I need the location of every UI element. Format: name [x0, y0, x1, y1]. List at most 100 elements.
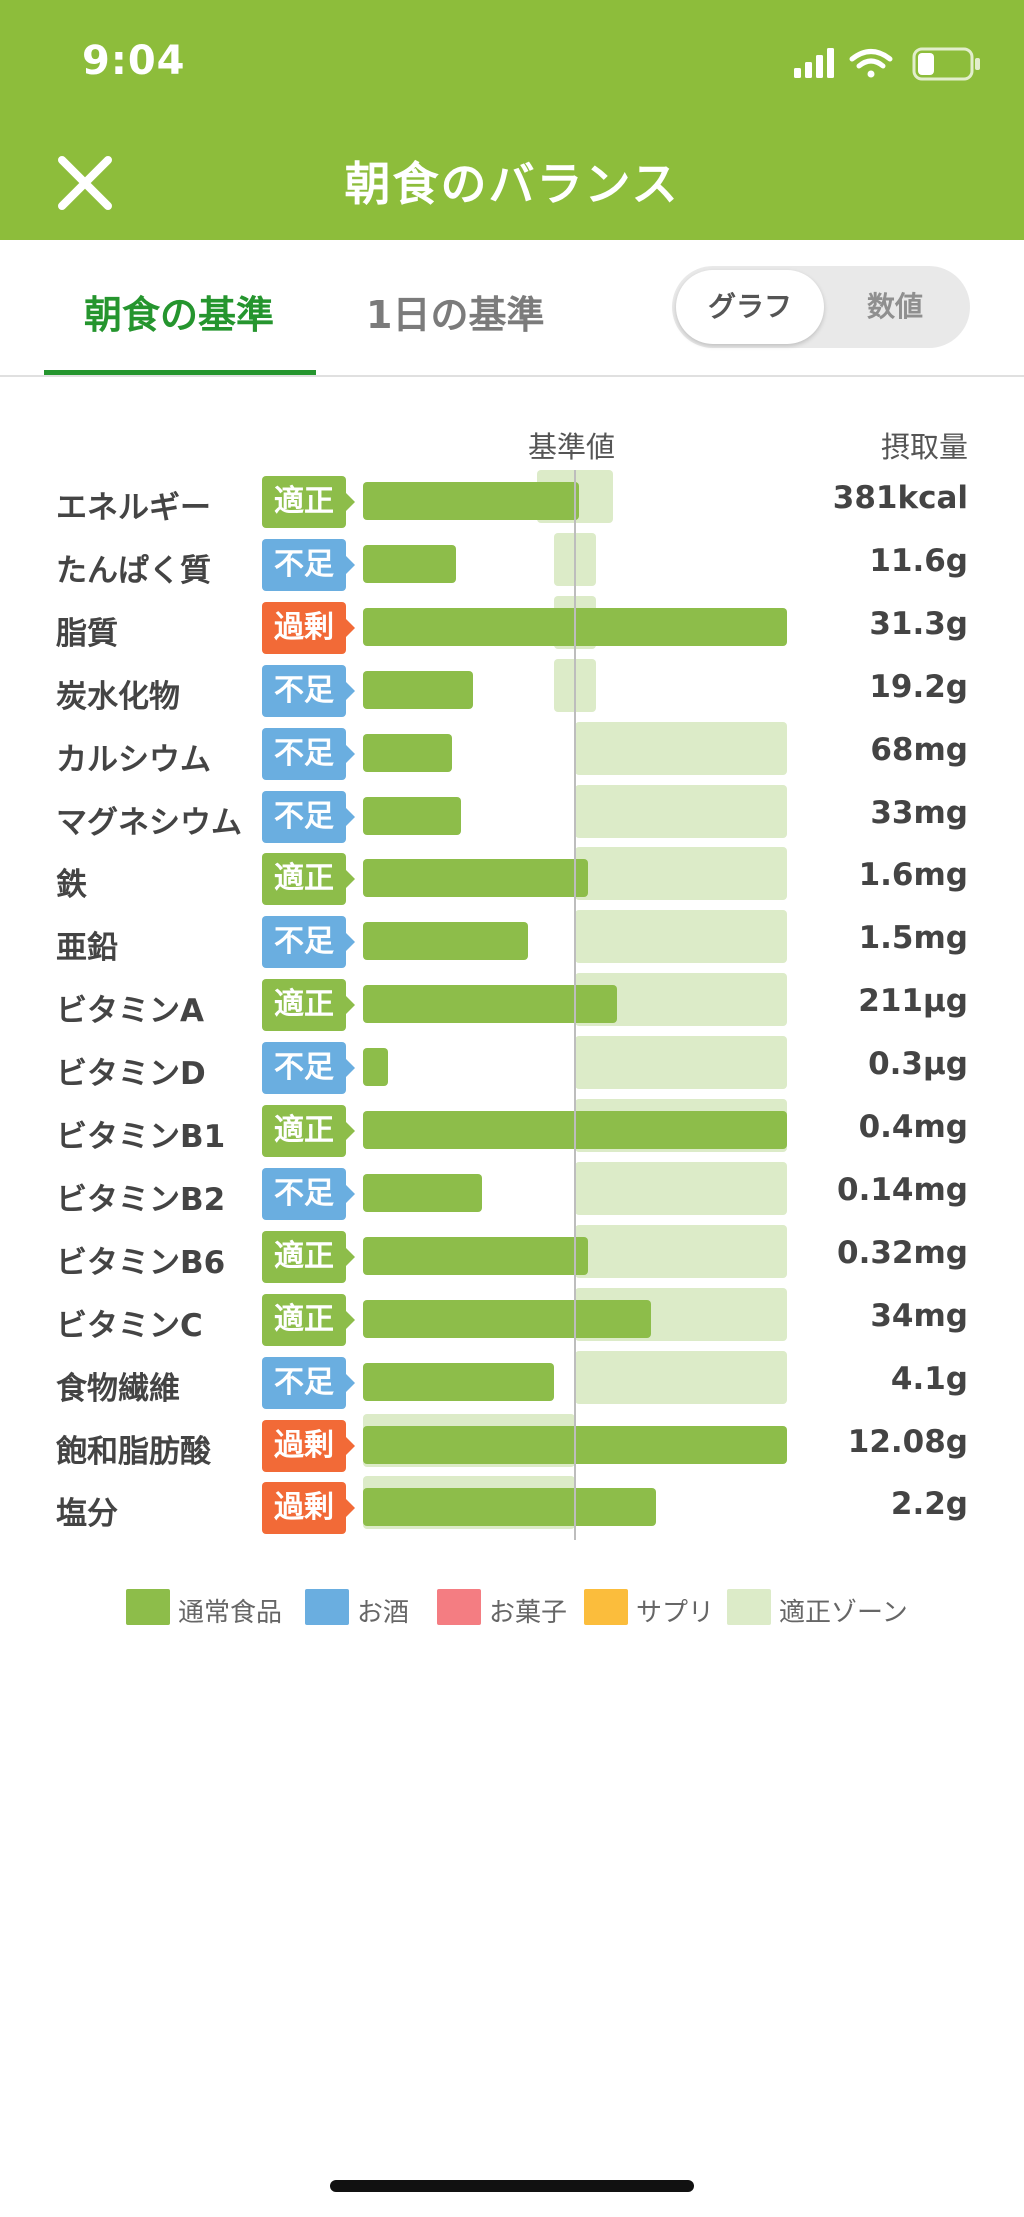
intake-value: 12.08g	[847, 1423, 968, 1460]
nutrient-label: 脂質	[56, 615, 118, 652]
intake-value: 1.5mg	[858, 920, 968, 957]
intake-bar	[363, 1299, 652, 1338]
legend-label: サプリ	[636, 1598, 715, 1628]
nutrient-label: ビタミンA	[56, 993, 204, 1030]
nutrient-row: 鉄 適正 1.6mg	[0, 847, 1024, 910]
status-time: 9:04	[82, 38, 186, 84]
page-title: 朝食のバランス	[344, 157, 680, 211]
optimal-zone	[575, 847, 787, 901]
status-badge: 過剰	[262, 1419, 355, 1472]
nutrient-row: 塩分 過剰 2.2g	[0, 1476, 1024, 1539]
intake-value: 1.6mg	[858, 857, 968, 894]
intake-bar	[363, 544, 457, 583]
status-badge: 不足	[262, 790, 355, 843]
status-badge: 不足	[262, 916, 355, 969]
legend-swatch	[584, 1589, 628, 1625]
intake-bar	[363, 1048, 389, 1087]
legend-swatch	[126, 1589, 170, 1625]
status-badge: 不足	[262, 664, 355, 717]
nutrient-row: たんぱく質 不足 11.6g	[0, 532, 1024, 596]
intake-value: 34mg	[870, 1297, 968, 1334]
intake-bar	[363, 922, 529, 961]
intake-header: 摂取量	[880, 430, 968, 464]
nutrient-label: ビタミンC	[56, 1307, 203, 1344]
legend: 通常食品 お酒 お菓子 サプリ 適正ゾーン	[0, 1586, 1024, 1630]
nutrient-label: カルシウム	[56, 741, 211, 778]
optimal-zone	[575, 910, 787, 964]
signal-icon	[794, 48, 834, 78]
nutrient-row: カルシウム 不足 68mg	[0, 721, 1024, 785]
status-badge: 適正	[262, 1230, 355, 1283]
toggle-value-button[interactable]: 数値	[866, 290, 923, 323]
nutrient-row: 亜鉛 不足 1.5mg	[0, 910, 1024, 973]
nutrient-label: 鉄	[56, 867, 87, 904]
tab-divider	[0, 375, 1024, 377]
status-icons	[794, 47, 980, 81]
status-badge: 適正	[262, 476, 355, 528]
nutrient-label: マグネシウム	[56, 804, 242, 841]
status-badge: 適正	[262, 853, 355, 906]
status-badge: 不足	[262, 727, 355, 780]
status-badge: 不足	[262, 1042, 355, 1095]
nutrient-row: ビタミンB2 不足 0.14mg	[0, 1161, 1024, 1225]
legend-swatch	[437, 1589, 481, 1625]
legend-label: 通常食品	[178, 1598, 283, 1628]
nutrient-label: ビタミンB6	[56, 1244, 226, 1281]
legend-label: お酒	[357, 1598, 410, 1628]
intake-value: 2.2g	[890, 1486, 968, 1523]
nutrient-label: ビタミンB1	[56, 1119, 226, 1155]
status-badge: 過剰	[262, 601, 355, 654]
optimal-zone	[575, 1350, 787, 1404]
optimal-zone	[575, 1224, 787, 1278]
status-badge: 適正	[262, 1293, 355, 1346]
nutrient-label: 塩分	[56, 1496, 118, 1533]
optimal-zone	[575, 784, 787, 838]
nutrient-label: 食物繊維	[56, 1370, 180, 1407]
intake-bar	[363, 733, 453, 772]
home-indicator	[330, 2180, 694, 2192]
app-header: 9:04 朝食のバランス	[0, 0, 1024, 240]
tab-breakfast-standard[interactable]: 朝食の基準	[84, 293, 275, 337]
toggle-graph-button[interactable]: グラフ	[676, 270, 824, 344]
status-badge: 適正	[262, 1105, 355, 1157]
intake-value: 0.3μg	[868, 1046, 968, 1083]
battery-icon	[912, 47, 980, 81]
nutrient-row: ビタミンA 適正 211μg	[0, 973, 1024, 1036]
intake-value: 381kcal	[832, 480, 968, 516]
nutrient-label: ビタミンD	[56, 1056, 206, 1093]
status-badge: 不足	[262, 1356, 355, 1409]
close-icon[interactable]	[50, 148, 120, 218]
intake-bar	[363, 1236, 588, 1275]
intake-value: 33mg	[870, 794, 968, 831]
legend-swatch	[727, 1589, 771, 1625]
nutrient-row: 脂質 過剰 31.3g	[0, 595, 1024, 659]
intake-value: 68mg	[870, 731, 968, 768]
status-badge: 不足	[262, 1167, 355, 1220]
intake-value: 4.1g	[890, 1360, 968, 1397]
status-badge: 不足	[262, 538, 355, 591]
nutrient-row: 炭水化物 不足 19.2g	[0, 658, 1024, 722]
tab-daily-standard[interactable]: 1日の基準	[366, 293, 545, 337]
legend-swatch	[305, 1589, 349, 1625]
optimal-zone	[575, 1161, 787, 1215]
nutrient-label: エネルギー	[56, 490, 211, 526]
view-toggle: グラフ 数値	[672, 266, 970, 348]
intake-value: 0.32mg	[837, 1234, 968, 1271]
legend-label: お菓子	[489, 1598, 568, 1628]
nutrient-row: ビタミンD 不足 0.3μg	[0, 1036, 1024, 1099]
intake-bar	[363, 1173, 482, 1212]
nutrient-row: 食物繊維 不足 4.1g	[0, 1350, 1024, 1414]
intake-bar	[363, 670, 474, 709]
intake-value: 0.4mg	[858, 1109, 968, 1145]
reference-line	[574, 470, 576, 1540]
intake-bar	[363, 1488, 656, 1527]
nutrient-row: 飽和脂肪酸 過剰 12.08g	[0, 1413, 1024, 1477]
nutrient-row: マグネシウム 不足 33mg	[0, 784, 1024, 848]
active-tab-indicator	[44, 370, 316, 376]
intake-bar	[363, 1362, 554, 1401]
nutrient-row: ビタミンC 適正 34mg	[0, 1287, 1024, 1351]
intake-value: 0.14mg	[837, 1171, 968, 1208]
reference-header: 基準値	[528, 430, 616, 464]
nutrient-row: ビタミンB1 適正 0.4mg	[0, 1099, 1024, 1162]
status-badge: 適正	[262, 979, 355, 1032]
